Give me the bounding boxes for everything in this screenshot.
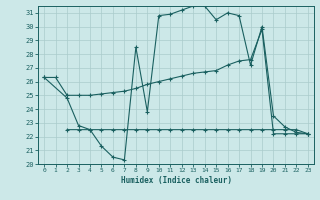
- X-axis label: Humidex (Indice chaleur): Humidex (Indice chaleur): [121, 176, 231, 185]
